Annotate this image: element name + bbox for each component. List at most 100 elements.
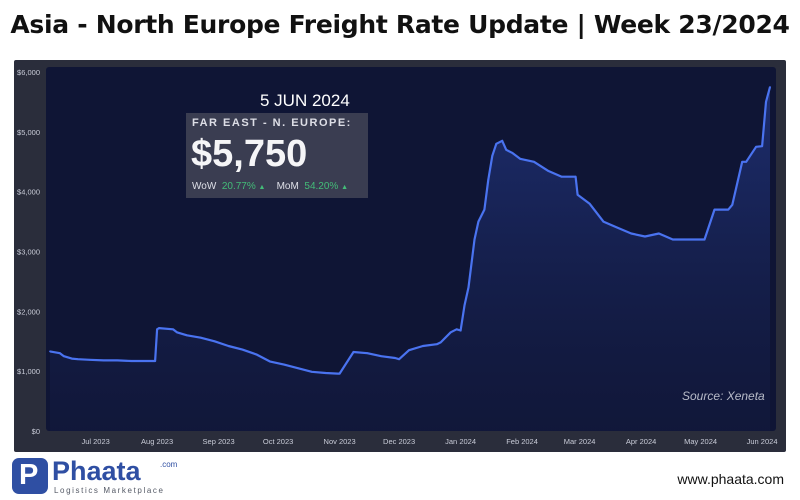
data-point — [671, 238, 674, 241]
data-point — [533, 160, 535, 163]
data-point — [130, 360, 133, 362]
data-point — [703, 238, 706, 241]
phaata-logo[interactable]: P Phaata .com Logistics Marketplace — [12, 456, 182, 496]
data-point — [70, 357, 73, 360]
area-fill — [50, 87, 770, 431]
info-date: 5 JUN 2024 — [260, 91, 350, 110]
data-point — [297, 367, 299, 370]
data-point — [156, 328, 159, 331]
data-point — [741, 160, 744, 163]
data-point — [283, 363, 285, 366]
data-point — [495, 142, 498, 145]
y-tick-label: $2,000 — [17, 307, 40, 316]
data-point — [338, 372, 341, 375]
data-point — [658, 232, 660, 235]
data-point — [576, 193, 579, 196]
data-point — [459, 329, 462, 332]
data-point — [560, 175, 563, 178]
x-tick-label: Sep 2023 — [203, 437, 235, 446]
data-point — [154, 360, 157, 362]
logo-tagline: Logistics Marketplace — [54, 486, 165, 495]
data-point — [176, 331, 178, 334]
data-point — [473, 238, 476, 241]
data-point — [769, 86, 771, 88]
series-line — [49, 86, 772, 375]
data-point — [519, 157, 521, 160]
data-point — [199, 336, 202, 339]
x-tick-label: Aug 2023 — [141, 437, 173, 446]
source-note: Source: Xeneta — [682, 389, 765, 403]
data-point — [755, 145, 757, 148]
data-point — [435, 343, 438, 346]
data-point — [483, 208, 486, 211]
data-point — [765, 101, 767, 103]
data-point — [574, 175, 577, 178]
change-stats: WoW 20.77% ▲ MoM 54.20% ▲ — [192, 181, 348, 192]
data-point — [172, 328, 174, 331]
data-point — [467, 286, 470, 289]
website-link[interactable]: www.phaata.com — [677, 471, 784, 487]
data-point — [439, 341, 442, 344]
rate-value: $5,750 — [191, 133, 308, 175]
y-tick-label: $3,000 — [17, 248, 40, 257]
mom-label: MoM — [276, 181, 299, 192]
data-point — [501, 139, 504, 142]
x-tick-label: Apr 2024 — [626, 437, 656, 446]
data-point — [269, 360, 272, 363]
data-point — [505, 148, 508, 151]
x-tick-label: Dec 2023 — [383, 437, 415, 446]
data-point — [511, 151, 513, 154]
data-point — [324, 372, 327, 374]
wow-up-arrow-icon: ▲ — [258, 184, 266, 191]
data-point — [186, 334, 188, 337]
chart-panel: $0 $1,000 $2,000 $3,000 $4,000 $5,000 $6,000 J… — [14, 60, 786, 452]
data-point — [644, 235, 646, 238]
data-point — [449, 331, 452, 334]
logo-com: .com — [160, 460, 178, 469]
wow-label: WoW — [192, 181, 217, 192]
data-point — [588, 202, 591, 205]
x-tick-label: Feb 2024 — [506, 437, 538, 446]
x-tick-label: Oct 2023 — [263, 437, 293, 446]
data-point — [547, 169, 549, 172]
data-point — [380, 355, 383, 358]
data-point — [422, 345, 424, 347]
data-point — [255, 353, 258, 356]
data-point — [241, 348, 244, 351]
logo-mark-icon: P — [12, 458, 48, 494]
data-point — [352, 351, 355, 353]
x-tick-label: Mar 2024 — [564, 437, 596, 446]
y-tick-label: $1,000 — [17, 367, 40, 376]
x-tick-label: May 2024 — [684, 437, 717, 446]
data-point — [49, 350, 51, 353]
logo-wordmark: Phaata — [52, 456, 141, 486]
data-point — [88, 358, 91, 361]
mom-up-arrow-icon: ▲ — [341, 184, 349, 191]
data-point — [408, 349, 410, 352]
data-point — [602, 220, 605, 223]
data-point — [685, 238, 688, 241]
data-point — [699, 238, 702, 241]
data-point — [398, 358, 400, 361]
freight-rate-chart: $0 $1,000 $2,000 $3,000 $4,000 $5,000 $6,000 J… — [17, 67, 778, 446]
data-point — [616, 226, 619, 229]
data-point — [455, 328, 458, 331]
x-tick-label: Jul 2023 — [81, 437, 109, 446]
route-label: FAR EAST - N. EUROPE: — [192, 117, 352, 129]
data-point — [158, 327, 161, 329]
data-point — [463, 304, 466, 307]
x-tick-label: Jan 2024 — [445, 437, 476, 446]
x-tick-label: Jun 2024 — [747, 437, 778, 446]
data-point — [477, 220, 480, 223]
data-point — [731, 203, 734, 206]
data-point — [76, 358, 79, 361]
y-tick-label: $0 — [32, 427, 40, 436]
mom-value: 54.20% — [304, 181, 339, 192]
data-point — [745, 160, 748, 163]
data-point — [227, 345, 230, 347]
data-point — [310, 370, 313, 373]
data-point — [366, 352, 369, 355]
y-tick-label: $6,000 — [17, 68, 40, 77]
y-tick-label: $5,000 — [17, 128, 40, 137]
data-point — [727, 208, 730, 211]
